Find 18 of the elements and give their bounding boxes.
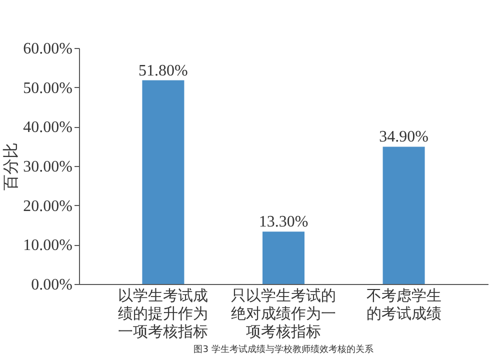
y-tick-label: 60.00% — [23, 40, 72, 58]
data-label: 13.30% — [258, 214, 308, 231]
data-label: 34.90% — [379, 128, 428, 146]
caption: 图3 学生考试成绩与学校教师绩效考核的关系 — [194, 344, 374, 355]
y-tick-label: 10.00% — [23, 237, 72, 254]
y-tick-label: 50.00% — [23, 80, 72, 97]
bar — [382, 146, 425, 284]
y-tick-label: 40.00% — [23, 119, 72, 136]
x-tick-label: 不考虑学生的考试成绩 — [366, 288, 442, 322]
data-label: 51.80% — [138, 62, 188, 80]
x-tick-label: 只以学生考试的绝对成绩作为一项考核指标 — [231, 288, 336, 340]
bar — [262, 232, 304, 284]
y-axis-title: 百分比 — [2, 142, 20, 190]
y-tick-label: 0.00% — [31, 276, 72, 294]
bar — [142, 80, 184, 284]
y-tick-label: 30.00% — [23, 158, 72, 176]
y-tick-label: 20.00% — [23, 198, 72, 215]
x-tick-label: 以学生考试成绩的提升作为一项考核指标 — [118, 288, 208, 340]
